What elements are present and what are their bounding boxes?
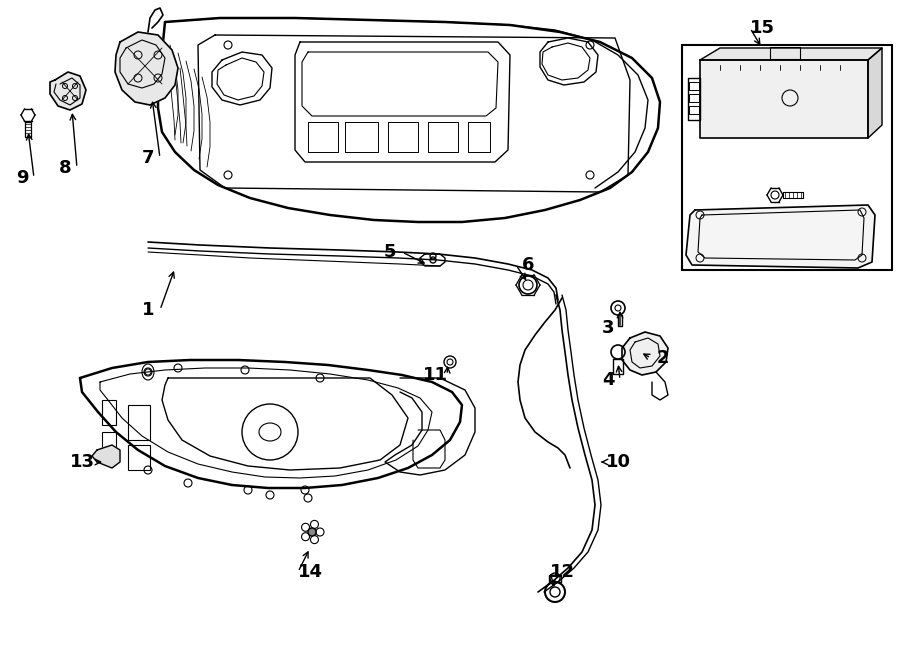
Bar [682, 45, 892, 270]
Text: 15: 15 [750, 19, 775, 37]
Bar [689, 106, 699, 114]
Polygon shape [115, 32, 178, 105]
Polygon shape [50, 72, 86, 110]
Text: 8: 8 [58, 159, 71, 177]
Text: 3: 3 [602, 319, 614, 337]
Polygon shape [92, 445, 120, 468]
Text: 12: 12 [550, 563, 574, 581]
Bar [102, 432, 116, 452]
Text: 4: 4 [602, 371, 614, 389]
Polygon shape [686, 205, 875, 268]
Text: 2: 2 [657, 349, 670, 367]
Bar [689, 82, 699, 90]
Text: 9: 9 [16, 169, 28, 187]
Bar [128, 445, 150, 470]
Text: 1: 1 [142, 301, 154, 319]
Text: 13: 13 [69, 453, 94, 471]
Bar [689, 94, 699, 102]
Bar [770, 47, 800, 59]
Text: 6: 6 [522, 256, 535, 274]
Text: 16: 16 [682, 239, 707, 257]
Polygon shape [868, 48, 882, 138]
Text: 10: 10 [606, 453, 631, 471]
Polygon shape [622, 332, 668, 375]
Text: 5: 5 [383, 243, 396, 261]
Polygon shape [80, 360, 462, 488]
Bar [128, 405, 150, 440]
Text: 14: 14 [298, 563, 322, 581]
Text: 17: 17 [713, 189, 737, 207]
Bar [102, 400, 116, 425]
Polygon shape [700, 60, 868, 138]
Text: 7: 7 [142, 149, 154, 167]
Polygon shape [700, 48, 882, 60]
Text: 11: 11 [422, 366, 447, 384]
Polygon shape [158, 18, 660, 222]
Circle shape [308, 528, 316, 536]
